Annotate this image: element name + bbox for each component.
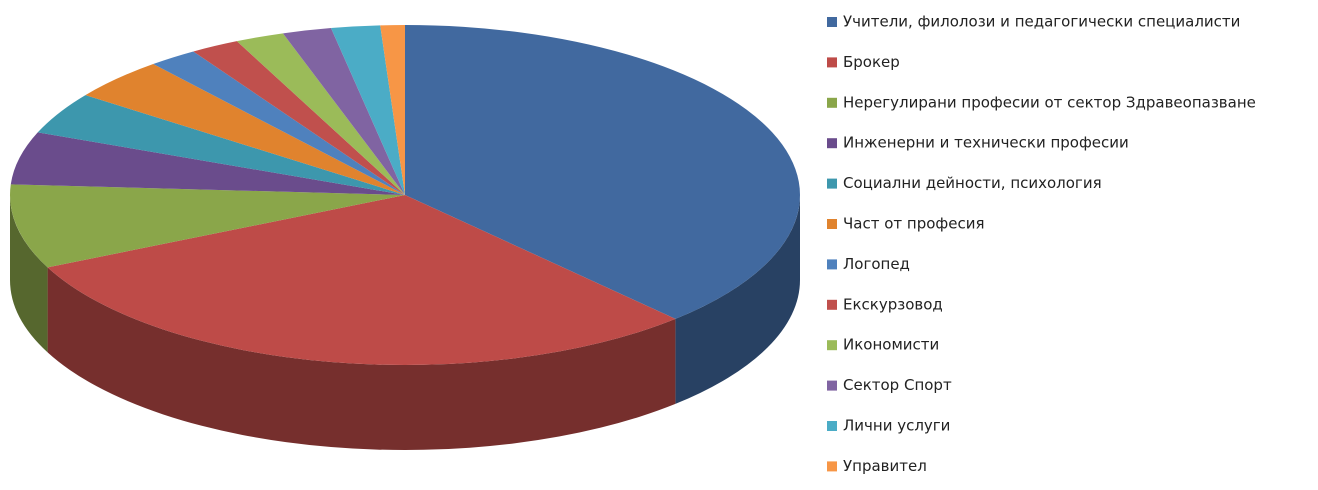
- pie-side: [47, 267, 676, 450]
- legend-swatch: [827, 219, 837, 229]
- legend-label: Икономисти: [843, 336, 939, 354]
- legend-swatch: [827, 421, 837, 431]
- legend-swatch: [827, 380, 837, 391]
- pie-slice: [10, 132, 405, 195]
- legend-label: Логопед: [843, 255, 910, 273]
- legend-label: Лични услуги: [843, 417, 950, 435]
- pie-slice: [236, 33, 405, 196]
- legend-label: Част от професия: [843, 215, 985, 233]
- legend-swatch: [827, 299, 837, 310]
- pie-slice: [37, 95, 406, 195]
- legend-swatch: [827, 138, 837, 149]
- pie-slice: [380, 25, 405, 195]
- pie-slice: [153, 51, 405, 196]
- legend-swatch: [827, 178, 837, 189]
- pie-slice: [85, 64, 405, 195]
- legend-swatch: [827, 57, 837, 68]
- legend-label: Управител: [843, 457, 927, 475]
- pie-slice: [330, 25, 405, 196]
- pie-slice: [47, 195, 676, 365]
- legend-label: Екскурзовод: [843, 295, 943, 313]
- legend-swatch: [827, 259, 837, 270]
- pie-side: [675, 195, 800, 404]
- legend-swatch: [827, 340, 837, 351]
- legend-label: Сектор Спорт: [843, 376, 952, 394]
- legend-label: Учители, филолози и педагогически специа…: [843, 13, 1240, 31]
- legend-label: Социални дейности, психология: [843, 174, 1102, 192]
- pie-slice: [282, 28, 405, 195]
- legend-swatch: [827, 17, 837, 27]
- legend-label: Нерегулирани професии от сектор Здравеоп…: [843, 93, 1256, 111]
- pie-side: [10, 195, 48, 353]
- legend-label: Инженерни и технически професии: [843, 134, 1129, 152]
- legend-swatch: [827, 461, 837, 472]
- pie-slice: [193, 41, 405, 196]
- pie-slice: [405, 25, 800, 319]
- legend-swatch: [827, 97, 837, 108]
- pie-slice: [9, 184, 406, 268]
- legend-label: Брокер: [843, 53, 900, 71]
